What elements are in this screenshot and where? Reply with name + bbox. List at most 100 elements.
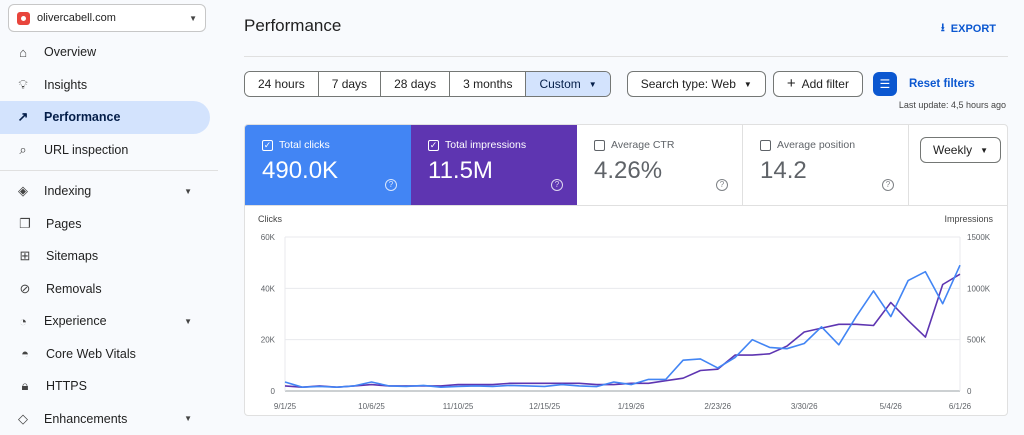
sidebar: olivercabell.com ▼ ⌂ Overview 💡︎ Insight… [0, 0, 218, 425]
granularity-dropdown[interactable]: Weekly ▼ [920, 137, 1001, 163]
right-tick-label: 0 [967, 387, 972, 396]
date-range-24-hours[interactable]: 24 hours [245, 72, 319, 96]
granularity-label: Weekly [933, 143, 972, 157]
sidebar-section-indexing[interactable]: ◈ Indexing ▼ [0, 175, 210, 208]
metric-value: 4.26% [594, 157, 725, 185]
eye-off-icon: ⊘ [16, 281, 34, 297]
x-tick-label: 1/19/26 [618, 402, 645, 411]
filter-list-icon: ☰ [880, 77, 891, 91]
checkbox-checked-icon[interactable]: ✓ [428, 140, 439, 151]
caret-down-icon: ▼ [744, 80, 752, 89]
diamond-icon: ◇ [14, 411, 32, 427]
main-content: Performance ⭳ EXPORT 24 hours 7 days 28 … [244, 0, 1008, 425]
x-tick-label: 2/23/26 [704, 402, 731, 411]
help-icon[interactable]: ? [385, 179, 397, 191]
date-range-28-days[interactable]: 28 days [381, 72, 450, 96]
trending-up-icon: ↗ [14, 109, 32, 125]
performance-card: ✓Total clicks 490.0K ? ✓ Total impression… [244, 124, 1008, 416]
caret-down-icon: ▼ [189, 14, 197, 23]
search-type-label: Search type: Web [641, 77, 736, 91]
home-icon: ⌂ [14, 45, 32, 60]
sidebar-section-experience[interactable]: ◔ Experience ▼ [0, 305, 210, 338]
page-title: Performance [244, 16, 341, 36]
sidebar-item-removals[interactable]: ⊘ Removals [0, 273, 210, 306]
filter-bar: 24 hours 7 days 28 days 3 months Custom … [244, 71, 975, 97]
plus-icon: + [787, 78, 796, 90]
export-button[interactable]: ⭳ EXPORT [941, 19, 996, 38]
layers-icon: ◈ [14, 183, 32, 199]
sidebar-item-label: Removals [46, 282, 102, 296]
help-icon[interactable]: ? [551, 179, 563, 191]
metric-label: Average position [777, 139, 855, 151]
sidebar-item-label: Overview [44, 45, 96, 59]
sidebar-item-insights[interactable]: 💡︎ Insights [0, 69, 210, 102]
speedometer-icon: ◓ [16, 346, 34, 361]
add-filter-label: Add filter [802, 77, 849, 91]
help-icon[interactable]: ? [882, 179, 894, 191]
metric-average-position[interactable]: Average position 14.2 ? [743, 125, 909, 205]
nav-divider [0, 170, 218, 171]
sidebar-nav: ⌂ Overview 💡︎ Insights ↗ Performance ⌕ U… [0, 36, 218, 435]
reset-filters-link[interactable]: Reset filters [909, 78, 975, 90]
sidebar-item-sitemaps[interactable]: ⊞ Sitemaps [0, 240, 210, 273]
property-name: olivercabell.com [37, 12, 116, 24]
sidebar-section-label: Experience [44, 314, 107, 328]
metric-total-clicks[interactable]: ✓Total clicks 490.0K ? [245, 125, 411, 205]
property-selector[interactable]: olivercabell.com ▼ [8, 4, 206, 32]
sidebar-item-label: Pages [46, 217, 81, 231]
sidebar-item-label: HTTPS [46, 379, 87, 393]
sidebar-item-url-inspection[interactable]: ⌕ URL inspection [0, 134, 210, 167]
metric-value: 14.2 [760, 157, 891, 185]
header-divider [244, 56, 1008, 57]
sidebar-item-overview[interactable]: ⌂ Overview [0, 36, 210, 69]
sitemap-icon: ⊞ [16, 248, 34, 264]
caret-down-icon: ▼ [184, 317, 192, 326]
left-tick-label: 40K [261, 284, 276, 293]
caret-down-icon: ▼ [184, 187, 192, 196]
sidebar-item-label: Performance [44, 110, 120, 124]
metric-label: Average CTR [611, 139, 674, 151]
series-line-total-impressions [285, 274, 960, 387]
right-tick-label: 1500K [967, 233, 991, 242]
search-icon: ⌕ [14, 142, 32, 158]
date-range-3-months[interactable]: 3 months [450, 72, 526, 96]
download-icon: ⭳ [941, 19, 945, 38]
sidebar-item-core-web-vitals[interactable]: ◓ Core Web Vitals [0, 338, 210, 371]
left-axis-label: Clicks [258, 214, 282, 224]
metric-value: 490.0K [262, 157, 394, 185]
chart-lines [285, 265, 960, 387]
filter-icon-button[interactable]: ☰ [873, 72, 897, 96]
metrics-divider [245, 205, 1008, 206]
x-tick-label: 6/1/26 [949, 402, 972, 411]
add-filter-button[interactable]: + Add filter [773, 71, 863, 97]
metric-total-impressions[interactable]: ✓Total impressions 11.5M ? [411, 125, 577, 205]
left-tick-label: 0 [271, 387, 276, 396]
caret-down-icon: ▼ [184, 414, 192, 423]
sidebar-section-label: Enhancements [44, 412, 127, 426]
sidebar-item-label: Sitemaps [46, 249, 98, 263]
help-icon[interactable]: ? [716, 179, 728, 191]
caret-down-icon: ▼ [980, 146, 988, 155]
metric-label: Total impressions [445, 139, 526, 151]
date-range-selector: 24 hours 7 days 28 days 3 months Custom … [244, 71, 611, 97]
checkbox-unchecked-icon[interactable] [594, 140, 605, 151]
x-tick-label: 5/4/26 [880, 402, 903, 411]
series-line-total-clicks [285, 265, 960, 387]
checkbox-unchecked-icon[interactable] [760, 140, 771, 151]
date-range-7-days[interactable]: 7 days [319, 72, 381, 96]
checkbox-checked-icon[interactable]: ✓ [262, 140, 273, 151]
search-type-dropdown[interactable]: Search type: Web ▼ [627, 71, 766, 97]
date-range-custom-label: Custom [539, 77, 580, 91]
lightbulb-icon: 💡︎ [14, 77, 32, 93]
metric-average-ctr[interactable]: Average CTR 4.26% ? [577, 125, 743, 205]
sidebar-item-https[interactable]: 🔒︎ HTTPS [0, 370, 210, 403]
right-axis-label: Impressions [944, 214, 993, 224]
caret-down-icon: ▼ [589, 80, 597, 89]
sidebar-item-performance[interactable]: ↗ Performance [0, 101, 210, 134]
sidebar-item-pages[interactable]: ❐ Pages [0, 208, 210, 241]
date-range-custom[interactable]: Custom ▼ [526, 72, 609, 96]
sidebar-section-enhancements[interactable]: ◇ Enhancements ▼ [0, 403, 210, 435]
left-tick-label: 20K [261, 336, 276, 345]
left-tick-label: 60K [261, 233, 276, 242]
